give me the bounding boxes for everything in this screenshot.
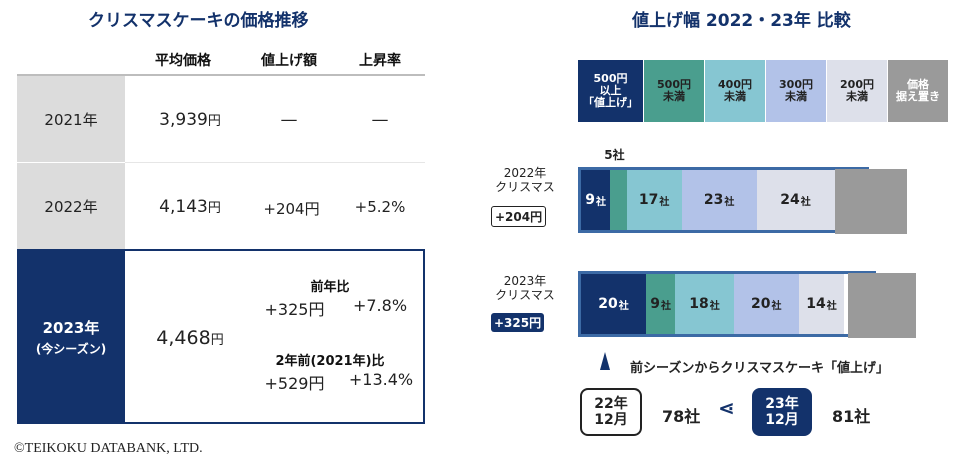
bar-segment: 23 社 (681, 170, 757, 230)
row-2021-label: 2021年 (17, 76, 125, 162)
vs2021-increase: +529円 (264, 374, 325, 393)
bar-segment (610, 170, 627, 230)
segment-unit-label: 社 (596, 196, 606, 208)
segment-value-label: 20 (751, 296, 771, 312)
compare-2022-box-label: 22年 12月 (594, 396, 628, 428)
segment-unit-label: 社 (826, 300, 837, 312)
bar-segment-unchanged (848, 273, 917, 338)
legend-item: 500円 以上 「値上げ」 (578, 60, 644, 122)
segment-value-label: 23 (703, 192, 724, 208)
left-chart-title: クリスマスケーキの価格推移 (88, 11, 309, 31)
compare-arrow-icon: ⋖ (718, 396, 735, 420)
header-increase-rate: 上昇率 (359, 53, 401, 69)
bar-2022-year: 2022年 (503, 166, 547, 180)
segment-value-label: 9 (585, 192, 595, 208)
bar-2023-label: 2023年 クリスマス (490, 274, 560, 302)
yoy-label: 前年比 (310, 280, 350, 295)
segment-value-label: 14 (806, 296, 826, 312)
yoy-rate: +7.8% (352, 296, 408, 315)
row-2021-rate: — (371, 110, 389, 130)
row-2023-year: 2023年 (42, 318, 100, 337)
bar-segment-unchanged (834, 169, 907, 234)
segment-unit-label: 社 (618, 300, 629, 312)
bar-segment: 20 社 (581, 274, 646, 334)
segment-unit-label: 社 (771, 300, 782, 312)
bar-segment: 14 社 (798, 274, 845, 334)
segment-value-label: 17 (638, 192, 659, 208)
yoy-increase: +325円 (264, 300, 325, 319)
segment-unit-label: 社 (709, 300, 720, 312)
legend-item: 300円 未満 (766, 60, 827, 122)
segment-unit-label: 社 (724, 196, 735, 208)
row-2022-rate: +5.2% (354, 198, 406, 216)
segment-value-label: 18 (689, 296, 709, 312)
bar-segment: 20 社 (733, 274, 799, 334)
bar-2022-badge: +204円 (491, 206, 547, 227)
row-2023-price: 4,468円 (156, 327, 224, 349)
vs2021-rate: +13.4% (348, 370, 414, 389)
segment-value-label-outside: 5社 (604, 148, 625, 162)
row-2023-label: 2023年 (今シーズン) (17, 249, 125, 424)
segment-value-label: 20 (598, 296, 618, 312)
row-divider (125, 162, 425, 163)
compare-2022-box: 22年 12月 (580, 388, 642, 436)
note-triangle-icon (600, 352, 610, 370)
bar-2023-season: クリスマス (495, 288, 555, 302)
bar-segment: 18 社 (675, 274, 734, 334)
compare-2023-value: 81社 (832, 407, 871, 426)
bar-2023-year: 2023年 (503, 274, 547, 288)
bar-2023-badge: +325円 (491, 313, 545, 332)
row-2021-increase: — (280, 110, 298, 130)
right-chart-title: 値上げ幅 2022・23年 比較 (632, 11, 851, 31)
bar-2022-season: クリスマス (495, 180, 555, 194)
legend-item: 500円 未満 (644, 60, 705, 122)
row-2022-increase: +204円 (263, 200, 320, 218)
header-increase-amount: 値上げ額 (261, 53, 317, 69)
legend-item: 400円 未満 (705, 60, 766, 122)
segment-unit-label: 社 (659, 196, 670, 208)
bar-2022-label: 2022年 クリスマス (490, 166, 560, 194)
row-2022-price: 4,143円 (159, 197, 221, 217)
legend-item: 200円 未満 (827, 60, 888, 122)
segment-value-label: 24 (780, 192, 800, 208)
note-text: 前シーズンからクリスマスケーキ「値上げ」 (630, 361, 889, 376)
header-divider (17, 74, 425, 76)
compare-2023-box: 23年 12月 (752, 388, 812, 436)
legend-item: 価格 据え置き (888, 60, 949, 122)
vs2021-label: 2年前(2021年)比 (275, 354, 385, 369)
compare-2023-box-label: 23年 12月 (765, 396, 799, 428)
segment-value-label: 9 (650, 296, 660, 312)
segment-unit-label: 社 (800, 196, 811, 208)
bar-segment: 17 社 (626, 170, 682, 230)
bar-segment: 24 社 (756, 170, 835, 230)
segment-unit-label: 社 (661, 300, 671, 312)
row-2021-price: 3,939円 (159, 110, 221, 130)
row-2022-label: 2022年 (17, 163, 125, 249)
row-2023-season: (今シーズン) (35, 341, 107, 356)
header-average-price: 平均価格 (155, 53, 211, 69)
compare-2022-value: 78社 (662, 407, 701, 426)
copyright: ©TEIKOKU DATABANK, LTD. (14, 441, 203, 456)
